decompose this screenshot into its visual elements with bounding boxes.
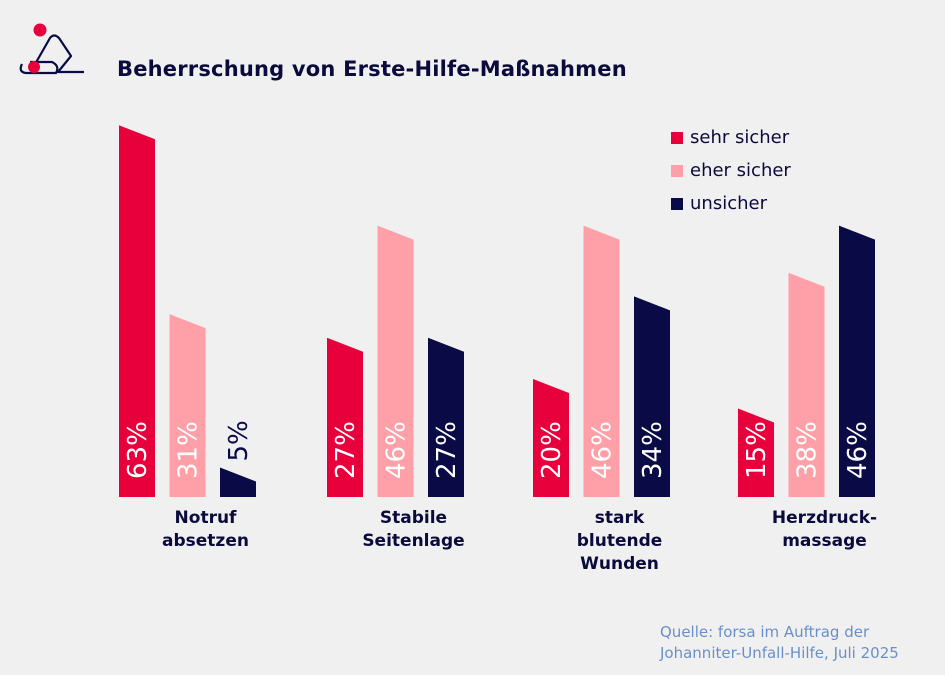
category-label-line: blutende [576,531,663,551]
category-label-line: absetzen [162,531,249,551]
category-label: stark blutende Wunden [540,507,700,576]
bar-sehr-sicher-0 [119,125,155,498]
data-label: 63% [123,421,153,479]
bar-eher-sicher-0 [169,314,206,497]
category-label: Stabile Seitenlage [334,507,494,553]
bar-sehr-sicher-1 [327,337,363,497]
data-label: 46% [843,421,873,479]
category-label-line: massage [782,531,867,551]
legend-swatch [671,198,683,210]
source-line-2: Johanniter-Unfall-Hilfe, Juli 2025 [660,644,899,662]
data-label: 27% [432,421,462,479]
data-label: 31% [174,421,204,479]
legend-item: sehr sicher [671,127,789,148]
category-label-line: Seitenlage [362,531,465,551]
bar-unsicher-2 [634,296,670,497]
data-label: 34% [638,421,668,479]
legend-label: eher sicher [690,160,791,181]
data-label: 38% [793,421,823,479]
bar-eher-sicher-3 [788,272,825,497]
bar-unsicher-3 [839,225,875,497]
category-label: Notruf absetzen [126,507,286,553]
category-label-line: Stabile [379,508,448,528]
first-aid-logo [19,23,84,75]
source-note: Quelle: forsa im Auftrag der Johanniter-… [660,622,899,664]
legend-label: unsicher [690,193,767,214]
category-label: Herzdruck-massage [745,507,905,553]
data-label: 27% [331,421,361,479]
data-label: 5% [224,420,254,461]
category-label-line: Notruf [174,508,237,528]
bar-eher-sicher-1 [377,225,414,497]
bar-eher-sicher-2 [583,225,620,497]
category-label-line: Herzdruck- [771,508,878,528]
legend-swatch [671,165,683,177]
bar-sehr-sicher-3 [738,408,774,497]
legend-swatch [671,132,683,144]
data-label: 46% [382,421,412,479]
bar-unsicher-1 [428,337,464,497]
data-label: 20% [537,421,567,479]
legend-item: unsicher [671,193,767,214]
legend-label: sehr sicher [690,127,790,148]
source-line-1: Quelle: forsa im Auftrag der [660,623,870,641]
bar-sehr-sicher-2 [533,379,569,497]
category-label-line: Wunden [580,554,659,574]
category-label-line: stark [594,508,645,528]
data-label: 46% [588,421,618,479]
data-label: 15% [742,421,772,479]
bar-unsicher-0 [220,467,256,497]
chart-title: Beherrschung von Erste-Hilfe-Maßnahmen [117,57,627,81]
legend-item: eher sicher [671,160,791,181]
